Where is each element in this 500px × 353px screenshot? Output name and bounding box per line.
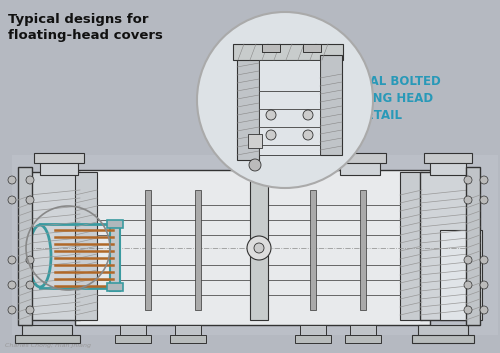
Bar — [75, 172, 97, 320]
Bar — [300, 325, 326, 340]
Bar — [22, 325, 72, 340]
Bar — [233, 44, 343, 60]
Bar — [320, 55, 342, 155]
Bar — [175, 325, 201, 340]
Circle shape — [197, 12, 373, 188]
Bar — [237, 50, 259, 160]
Text: Typical designs for
floating-head covers: Typical designs for floating-head covers — [8, 13, 163, 42]
Bar — [40, 157, 78, 175]
Bar — [345, 335, 381, 343]
Bar — [303, 44, 321, 52]
Text: INTERNAL BOLTED
FLOATING HEAD
DETAIL: INTERNAL BOLTED FLOATING HEAD DETAIL — [320, 75, 440, 122]
Bar — [107, 220, 123, 228]
Bar — [110, 223, 120, 291]
Bar — [412, 335, 474, 343]
Text: Charles Chong; Hian Jhiang: Charles Chong; Hian Jhiang — [5, 343, 91, 348]
Circle shape — [464, 281, 472, 289]
Bar — [295, 335, 331, 343]
Circle shape — [266, 130, 276, 140]
Circle shape — [464, 176, 472, 184]
Bar — [262, 44, 280, 52]
Circle shape — [26, 196, 34, 204]
Circle shape — [8, 281, 16, 289]
Circle shape — [480, 256, 488, 264]
Bar — [30, 172, 80, 320]
Circle shape — [464, 306, 472, 314]
Bar — [248, 134, 262, 148]
Circle shape — [464, 256, 472, 264]
Circle shape — [480, 306, 488, 314]
Circle shape — [464, 196, 472, 204]
Circle shape — [480, 176, 488, 184]
Circle shape — [480, 281, 488, 289]
Circle shape — [8, 306, 16, 314]
Bar — [145, 190, 151, 310]
Bar — [34, 153, 84, 163]
Circle shape — [247, 236, 271, 260]
Text: Pull Thru
Floating Head: Pull Thru Floating Head — [130, 243, 198, 265]
Circle shape — [303, 110, 313, 120]
Ellipse shape — [26, 219, 54, 291]
Circle shape — [480, 196, 488, 204]
Bar — [340, 157, 380, 175]
Circle shape — [26, 176, 34, 184]
Bar — [195, 190, 201, 310]
Bar — [420, 172, 468, 320]
Text: CENTURY C400 TYPE “AET”: CENTURY C400 TYPE “AET” — [198, 196, 342, 204]
Bar — [40, 219, 80, 291]
Bar — [75, 170, 430, 325]
Bar — [350, 325, 376, 340]
Bar — [430, 157, 466, 175]
Bar — [424, 153, 472, 163]
Circle shape — [26, 306, 34, 314]
Bar — [170, 335, 206, 343]
Bar — [120, 325, 146, 340]
Circle shape — [303, 130, 313, 140]
Bar — [440, 230, 482, 320]
Circle shape — [8, 256, 16, 264]
Bar — [310, 190, 316, 310]
Bar — [15, 335, 80, 343]
Circle shape — [26, 281, 34, 289]
Circle shape — [249, 159, 261, 171]
Polygon shape — [160, 175, 355, 188]
Circle shape — [266, 110, 276, 120]
Bar — [250, 172, 268, 320]
Circle shape — [26, 256, 34, 264]
Circle shape — [8, 176, 16, 184]
Circle shape — [8, 196, 16, 204]
Bar — [259, 60, 320, 155]
Bar — [18, 167, 32, 325]
Bar — [12, 155, 498, 335]
Bar — [418, 325, 468, 340]
Bar — [360, 190, 366, 310]
Bar — [115, 335, 151, 343]
Bar — [466, 167, 480, 325]
Bar — [107, 283, 123, 291]
Bar — [334, 153, 386, 163]
Circle shape — [254, 243, 264, 253]
Bar — [400, 172, 422, 320]
